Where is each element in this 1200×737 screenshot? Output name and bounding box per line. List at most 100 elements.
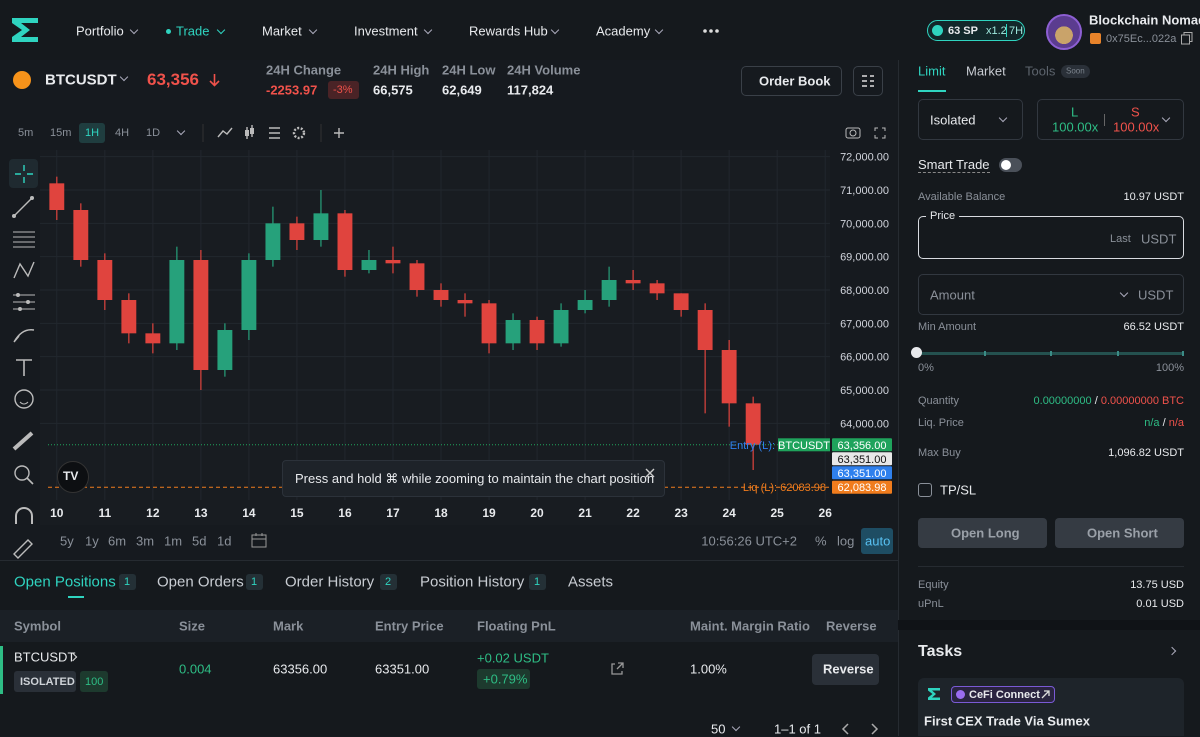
scale-option[interactable]: log	[837, 533, 855, 549]
x-tick-label: 15	[290, 506, 304, 520]
layout-button[interactable]	[853, 66, 883, 96]
page-size[interactable]: 50	[711, 721, 726, 737]
order-type-tab[interactable]: Market	[966, 63, 1006, 79]
tab-underline	[68, 596, 84, 598]
range[interactable]: 1y	[85, 533, 99, 549]
sp-badge[interactable]	[927, 20, 1025, 41]
chart-tools[interactable]	[200, 124, 360, 142]
range[interactable]: 6m	[108, 533, 127, 549]
nav-item[interactable]: Portfolio	[76, 23, 124, 39]
scale-option[interactable]: %	[815, 533, 827, 549]
nav-item[interactable]: Academy	[596, 23, 651, 39]
slider-min: 0%	[918, 362, 934, 374]
candle-body	[265, 223, 281, 260]
price-input[interactable]	[918, 216, 1184, 259]
order-type-tab[interactable]: Limit	[918, 63, 946, 79]
tab[interactable]: Assets	[568, 573, 614, 591]
position-symbol[interactable]: BTCUSDT	[14, 649, 76, 665]
divider	[918, 566, 1184, 567]
slider-handle[interactable]	[911, 347, 922, 358]
position-size: 0.004	[179, 661, 212, 677]
column-header: Maint. Margin Ratio	[690, 618, 810, 634]
candle-body	[145, 333, 161, 344]
nav-item[interactable]: Trade	[176, 23, 210, 39]
range[interactable]: 5d	[192, 533, 207, 549]
long-indicator	[0, 646, 3, 694]
quantity-label: Quantity	[918, 395, 959, 407]
copy-icon[interactable]	[1181, 32, 1193, 45]
range[interactable]: 3m	[136, 533, 155, 549]
nav-item[interactable]: Market	[262, 23, 302, 39]
candle-body	[313, 213, 329, 240]
leverage: 100	[85, 676, 104, 688]
more-menu[interactable]	[702, 28, 720, 34]
long-label: L	[1071, 104, 1079, 120]
nav-item[interactable]: Investment	[354, 23, 418, 39]
liq-price-values: n/a / n/a	[1144, 417, 1184, 429]
pagination-arrows[interactable]	[840, 722, 880, 736]
upnl-value: 0.01 USD	[1136, 598, 1184, 610]
price-hint[interactable]: Last	[1110, 233, 1131, 245]
task-tag	[951, 686, 1055, 703]
leverage-select[interactable]	[1037, 99, 1184, 140]
margin-pill	[14, 671, 76, 692]
short-quantity: 0.00000000 BTC	[1100, 395, 1184, 407]
candle-body	[601, 280, 617, 300]
interval[interactable]: 15m	[50, 127, 72, 139]
order-book-label: Order Book	[759, 73, 831, 89]
price-marker-label: 63,351.00	[838, 468, 887, 480]
interval[interactable]: 4H	[115, 127, 130, 139]
chart-actions[interactable]	[845, 125, 887, 141]
margin-mode-select[interactable]	[918, 99, 1023, 140]
symbol[interactable]: BTCUSDT	[45, 71, 117, 89]
interval[interactable]: 5m	[18, 127, 34, 139]
max-buy-label: Max Buy	[918, 447, 961, 459]
range[interactable]: 1d	[217, 533, 232, 549]
interval[interactable]: 1D	[146, 127, 161, 139]
open-short-button[interactable]	[1055, 518, 1184, 548]
reverse-label: Reverse	[823, 661, 874, 677]
tab-count: 1	[124, 576, 131, 588]
amount-input[interactable]	[918, 274, 1184, 315]
equity-label: Equity	[918, 579, 949, 591]
stat-value: 66,575	[373, 82, 413, 98]
close-notice[interactable]	[645, 468, 655, 478]
nav-item[interactable]: Rewards Hub	[469, 23, 548, 39]
avatar[interactable]	[1046, 14, 1082, 50]
x-tick-label: 24	[722, 506, 736, 520]
short-label: S	[1131, 104, 1140, 120]
y-tick-label: 72,000.00	[840, 152, 889, 164]
share-icon[interactable]	[610, 661, 625, 676]
y-tick-label: 68,000.00	[840, 285, 889, 297]
tab[interactable]: Position History	[420, 573, 525, 591]
x-tick-label: 12	[146, 506, 160, 520]
x-tick-label: 11	[98, 506, 111, 520]
scale-option[interactable]: auto	[865, 533, 891, 549]
tpsl-checkbox[interactable]	[918, 483, 932, 497]
range[interactable]: 1m	[164, 533, 183, 549]
price-tag-box	[778, 438, 830, 452]
upnl-label: uPnL	[918, 598, 944, 610]
order-type-tab: Tools	[1025, 63, 1056, 79]
y-tick-label: 65,000.00	[840, 385, 889, 397]
open-long-button[interactable]	[918, 518, 1047, 548]
tab-badge	[529, 574, 546, 590]
calendar-icon[interactable]	[251, 532, 268, 549]
tab[interactable]: Order History	[285, 573, 375, 591]
tab[interactable]: Open Positions	[14, 573, 116, 591]
order-book-button[interactable]	[741, 66, 842, 96]
separator: /	[1162, 417, 1166, 429]
smart-trade: Smart Trade	[918, 157, 990, 173]
stat-label: 24H Low	[442, 62, 496, 78]
long-leverage: 100.00x	[1052, 119, 1099, 135]
candle-body	[385, 260, 401, 264]
range[interactable]: 5y	[60, 533, 74, 549]
interval[interactable]: 1H	[85, 127, 100, 139]
price-unit: USDT	[1141, 231, 1177, 247]
tab[interactable]: Open Orders	[157, 573, 244, 591]
y-tick-label: 66,000.00	[840, 352, 889, 364]
reverse-button[interactable]	[812, 654, 879, 685]
stat-label: 24H Volume	[507, 62, 581, 78]
drawing-tools[interactable]	[10, 160, 38, 560]
